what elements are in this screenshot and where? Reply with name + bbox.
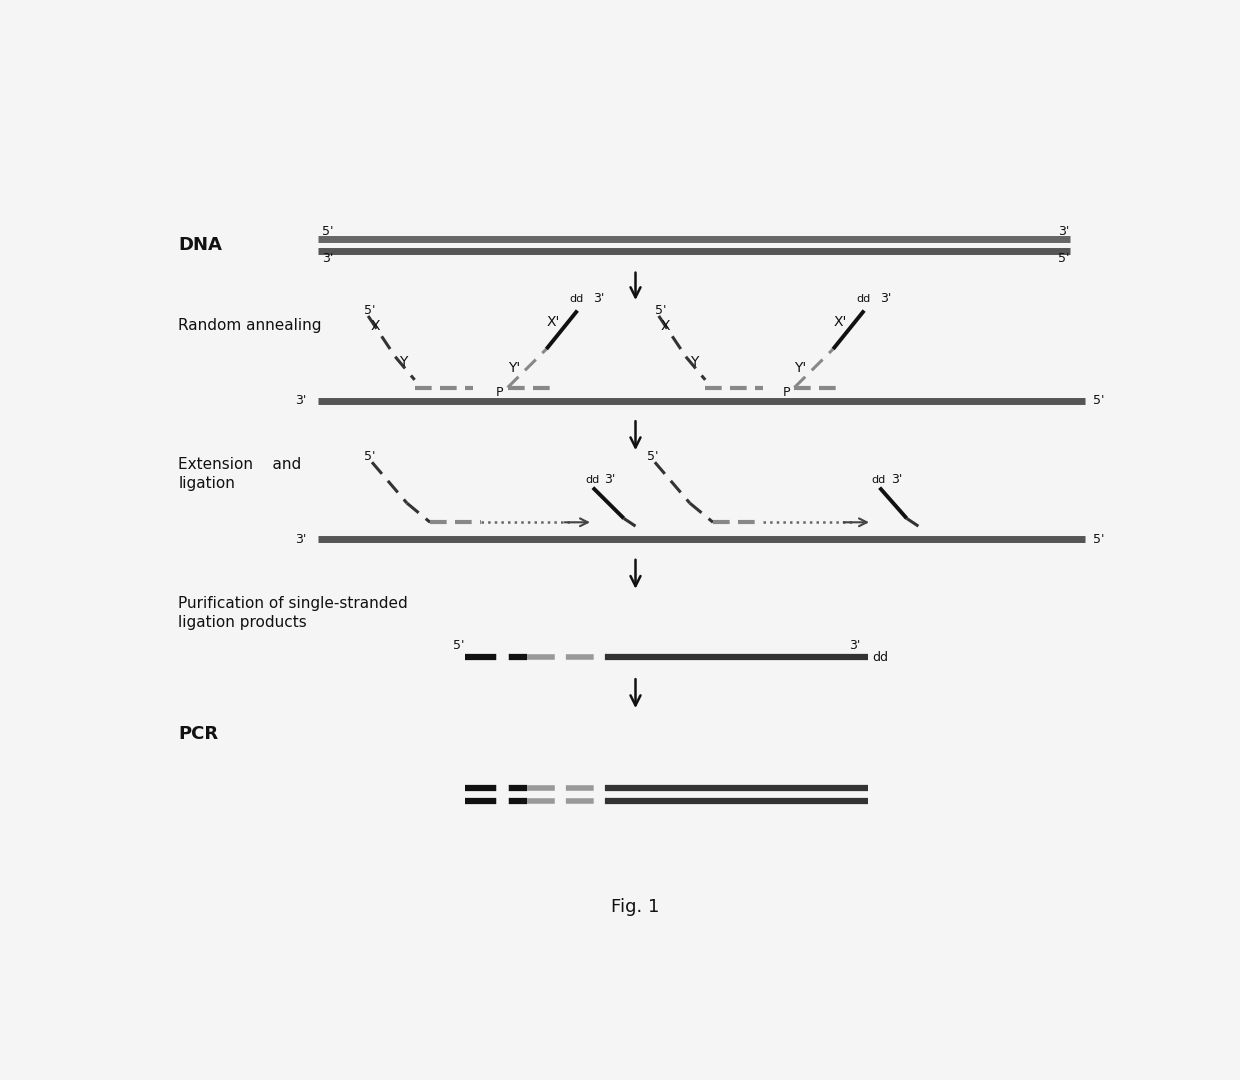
Text: dd: dd	[872, 650, 888, 663]
Text: Purification of single-stranded: Purification of single-stranded	[179, 596, 408, 610]
Text: ligation products: ligation products	[179, 615, 308, 630]
Text: 5': 5'	[647, 450, 658, 463]
Text: X: X	[371, 319, 379, 333]
Text: dd: dd	[569, 294, 584, 303]
Text: Fig. 1: Fig. 1	[611, 899, 660, 916]
Text: P: P	[496, 387, 503, 400]
Text: DNA: DNA	[179, 237, 222, 254]
Text: Y: Y	[689, 355, 698, 369]
Text: X': X'	[547, 315, 559, 329]
Text: 3': 3'	[892, 473, 903, 486]
Text: PCR: PCR	[179, 725, 218, 743]
Text: 3': 3'	[295, 532, 306, 545]
Text: 5': 5'	[454, 639, 465, 652]
Text: ligation: ligation	[179, 476, 236, 491]
Text: Extension    and: Extension and	[179, 457, 301, 472]
Text: 5': 5'	[321, 225, 334, 238]
Text: Y': Y'	[795, 362, 807, 376]
Text: dd: dd	[585, 475, 599, 485]
Text: 5': 5'	[1092, 532, 1105, 545]
Text: 5': 5'	[655, 305, 666, 318]
Text: 3': 3'	[321, 253, 334, 266]
Text: 5': 5'	[1058, 253, 1069, 266]
Text: P: P	[782, 387, 790, 400]
Text: Y': Y'	[507, 362, 520, 376]
Text: 3': 3'	[879, 293, 892, 306]
Text: Y: Y	[399, 355, 408, 369]
Text: Random annealing: Random annealing	[179, 319, 321, 334]
Text: 3': 3'	[848, 639, 861, 652]
Text: dd: dd	[872, 475, 887, 485]
Text: 5': 5'	[365, 450, 376, 463]
Text: 3': 3'	[605, 473, 616, 486]
Text: 5': 5'	[1092, 394, 1105, 407]
Text: dd: dd	[857, 294, 870, 303]
Text: 3': 3'	[1058, 225, 1069, 238]
Text: 3': 3'	[593, 293, 604, 306]
Text: X: X	[661, 319, 671, 333]
Text: 3': 3'	[295, 394, 306, 407]
Text: 5': 5'	[365, 305, 376, 318]
Text: X': X'	[833, 315, 847, 329]
